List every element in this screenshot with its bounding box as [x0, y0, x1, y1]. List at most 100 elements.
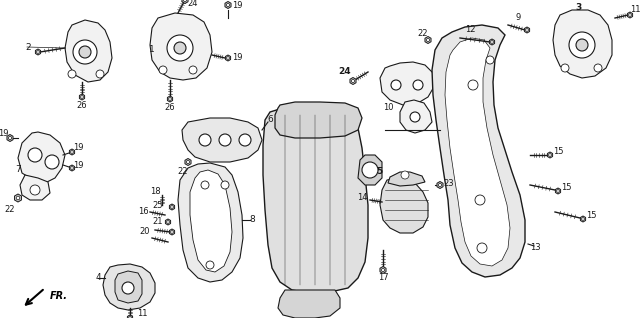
Text: 13: 13 — [530, 244, 540, 252]
Circle shape — [219, 134, 231, 146]
Circle shape — [36, 51, 39, 53]
Circle shape — [548, 154, 551, 156]
Circle shape — [174, 42, 186, 54]
Polygon shape — [20, 175, 50, 200]
Circle shape — [28, 148, 42, 162]
Polygon shape — [432, 25, 525, 277]
Text: 18: 18 — [150, 188, 160, 197]
Polygon shape — [165, 219, 171, 225]
Text: 6: 6 — [267, 115, 273, 125]
Circle shape — [68, 70, 76, 78]
Polygon shape — [7, 135, 13, 142]
Polygon shape — [400, 100, 432, 133]
Polygon shape — [170, 204, 175, 210]
Circle shape — [199, 134, 211, 146]
Circle shape — [129, 317, 131, 318]
Circle shape — [122, 282, 134, 294]
Polygon shape — [388, 172, 425, 186]
Text: 17: 17 — [378, 273, 388, 282]
Circle shape — [410, 112, 420, 122]
Polygon shape — [580, 216, 586, 222]
Circle shape — [227, 3, 230, 7]
Polygon shape — [225, 2, 231, 9]
Text: 22: 22 — [178, 168, 188, 176]
Text: 19: 19 — [73, 161, 83, 169]
Polygon shape — [380, 266, 386, 273]
Circle shape — [171, 231, 173, 233]
Text: 26: 26 — [77, 100, 87, 109]
Text: 19: 19 — [232, 1, 243, 10]
Circle shape — [401, 171, 409, 179]
Polygon shape — [18, 132, 65, 183]
Circle shape — [413, 80, 423, 90]
Text: 24: 24 — [188, 0, 198, 8]
Polygon shape — [490, 39, 495, 45]
Circle shape — [8, 136, 12, 140]
Circle shape — [426, 38, 429, 42]
Text: 19: 19 — [73, 143, 83, 153]
Text: 21: 21 — [153, 218, 163, 226]
Circle shape — [561, 64, 569, 72]
Text: 11: 11 — [630, 5, 640, 15]
Circle shape — [30, 185, 40, 195]
Circle shape — [159, 66, 167, 74]
Text: 14: 14 — [356, 193, 367, 203]
Text: 7: 7 — [15, 165, 21, 175]
Text: 19: 19 — [0, 128, 8, 137]
Text: 2: 2 — [25, 43, 31, 52]
Polygon shape — [103, 264, 155, 310]
Circle shape — [582, 218, 584, 220]
Polygon shape — [79, 94, 84, 100]
Polygon shape — [69, 149, 75, 155]
Polygon shape — [35, 49, 40, 55]
Circle shape — [594, 64, 602, 72]
Text: 15: 15 — [586, 211, 596, 219]
Circle shape — [73, 40, 97, 64]
Text: 23: 23 — [444, 178, 454, 188]
Text: 25: 25 — [153, 201, 163, 210]
Polygon shape — [182, 0, 188, 3]
Text: 15: 15 — [561, 183, 572, 191]
Text: 15: 15 — [553, 147, 563, 156]
Polygon shape — [380, 62, 435, 105]
Polygon shape — [225, 55, 230, 61]
Polygon shape — [425, 37, 431, 44]
Polygon shape — [69, 165, 75, 171]
Polygon shape — [275, 102, 362, 138]
Circle shape — [166, 221, 170, 223]
Circle shape — [221, 181, 229, 189]
Circle shape — [351, 80, 355, 83]
Circle shape — [201, 181, 209, 189]
Circle shape — [391, 80, 401, 90]
Polygon shape — [263, 105, 368, 293]
Circle shape — [70, 151, 74, 153]
Circle shape — [381, 268, 385, 272]
Circle shape — [79, 46, 91, 58]
Polygon shape — [190, 170, 232, 272]
Polygon shape — [547, 152, 552, 158]
Polygon shape — [185, 158, 191, 165]
Circle shape — [628, 14, 631, 16]
Polygon shape — [278, 290, 340, 318]
Circle shape — [186, 160, 189, 163]
Circle shape — [557, 190, 559, 192]
Text: 5: 5 — [376, 168, 382, 176]
Text: 8: 8 — [249, 216, 255, 225]
Circle shape — [167, 35, 193, 61]
Polygon shape — [127, 315, 132, 318]
Text: 3: 3 — [575, 3, 581, 12]
Polygon shape — [15, 194, 22, 202]
Text: FR.: FR. — [50, 291, 68, 301]
Polygon shape — [445, 38, 510, 266]
Circle shape — [169, 98, 172, 100]
Polygon shape — [168, 96, 173, 102]
Text: 4: 4 — [95, 273, 101, 282]
Circle shape — [184, 0, 187, 2]
Text: 1: 1 — [149, 45, 155, 54]
Polygon shape — [556, 188, 561, 194]
Text: 19: 19 — [232, 53, 243, 63]
Circle shape — [16, 196, 20, 200]
Circle shape — [486, 56, 494, 64]
Polygon shape — [170, 229, 175, 235]
Circle shape — [227, 57, 229, 59]
